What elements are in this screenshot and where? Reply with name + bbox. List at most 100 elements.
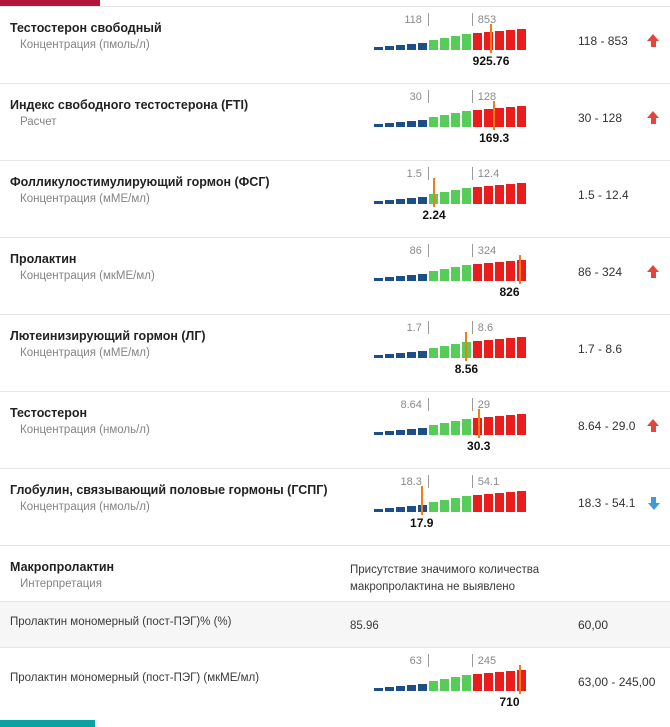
- gauge-bar: [407, 121, 416, 127]
- gauge-labels: 8.64 29: [374, 398, 528, 413]
- gauge-bar: [396, 276, 405, 281]
- interpretation-cell: Присутствие значимого количества макропр…: [350, 546, 550, 601]
- gauge-bar: [506, 671, 515, 691]
- gauge-bar: [429, 348, 438, 358]
- gauge-low-tick: [427, 321, 429, 334]
- gauge-bar: [517, 260, 526, 281]
- gauge-bar: [440, 38, 449, 50]
- reference-range: 30 - 128: [578, 111, 623, 125]
- gauge-bar: [440, 500, 449, 512]
- gauge-bar: [517, 106, 526, 127]
- trend-arrow-icon: [647, 265, 660, 279]
- gauge-bar: [451, 421, 460, 435]
- gauge-bar: [484, 109, 493, 127]
- test-title: Тестостерон свободный: [10, 21, 162, 35]
- gauge-bar: [495, 493, 504, 512]
- gauge-cell: 1.7 8.6 8.56: [350, 315, 550, 391]
- test-subtitle: Расчет: [20, 116, 57, 128]
- gauge-bar: [462, 265, 471, 281]
- gauge-bar: [440, 192, 449, 204]
- gauge-bar: [440, 115, 449, 127]
- gauge-high-label: 8.6: [477, 322, 494, 334]
- gauge-bar: [429, 117, 438, 127]
- gauge-marker: [465, 332, 468, 361]
- gauge-bar: [418, 43, 427, 50]
- reference-cell: 30 - 128: [550, 84, 670, 160]
- test-subtitle: Концентрация (мМЕ/мл): [20, 193, 150, 205]
- gauge-marker: [420, 486, 423, 515]
- gauge-bar: [451, 36, 460, 50]
- range-gauge: 8.64 29 30.3: [374, 398, 528, 453]
- range-gauge: 1.5 12.4 2.24: [374, 167, 528, 222]
- gauge-bar: [385, 687, 394, 691]
- gauge-bar: [484, 263, 493, 281]
- gauge-cell: 30 128 169.3: [350, 84, 550, 160]
- test-title: Пролактин: [10, 252, 77, 266]
- gauge-bar: [418, 197, 427, 204]
- gauge-low-label: 1.5: [406, 168, 422, 180]
- result-row: Макропролактин Интерпретация Присутствие…: [0, 545, 670, 601]
- result-value: 826: [499, 285, 520, 299]
- reference-range: 60,00: [578, 618, 609, 632]
- gauge-bar: [473, 33, 482, 50]
- range-gauge: 30 128 169.3: [374, 90, 528, 145]
- gauge-bar: [462, 111, 471, 127]
- test-title: Лютеинизирующий гормон (ЛГ): [10, 329, 206, 343]
- range-gauge: 118 853 925.76: [374, 13, 528, 68]
- test-info: Пролактин Концентрация (мкМЕ/мл): [8, 238, 350, 314]
- result-row: Пролактин мономерный (пост-ПЭГ) (мкМЕ/мл…: [0, 647, 670, 724]
- result-value: 169.3: [479, 131, 510, 145]
- gauge-bar: [517, 414, 526, 435]
- gauge-bar: [506, 415, 515, 435]
- test-subtitle: Концентрация (нмоль/л): [20, 501, 150, 513]
- gauge-bar: [418, 351, 427, 358]
- gauge-bar: [462, 496, 471, 512]
- range-gauge: 63 245 710: [374, 654, 528, 709]
- range-gauge: 86 324 826: [374, 244, 528, 299]
- gauge-bar: [451, 498, 460, 512]
- result-row: Пролактин мономерный (пост-ПЭГ)% (%) 85.…: [0, 601, 670, 647]
- gauge-marker: [519, 665, 522, 694]
- gauge-low-tick: [427, 654, 429, 667]
- gauge-bar: [517, 183, 526, 204]
- gauge-bar: [440, 423, 449, 435]
- result-value: 17.9: [410, 516, 434, 530]
- gauge-bar: [429, 425, 438, 435]
- gauge-bar: [440, 679, 449, 691]
- gauge-bar: [407, 429, 416, 435]
- gauge-bar: [473, 418, 482, 435]
- test-info: Тестостерон свободный Концентрация (пмол…: [8, 7, 350, 83]
- gauge-value: 169.3: [374, 127, 528, 145]
- gauge-bars: [374, 490, 528, 512]
- gauge-low-label: 18.3: [400, 476, 422, 488]
- gauge-bar: [473, 495, 482, 512]
- gauge-bars: [374, 259, 528, 281]
- gauge-bar: [506, 184, 515, 204]
- gauge-bar: [517, 337, 526, 358]
- gauge-bar: [374, 432, 383, 435]
- test-title: Индекс свободного тестостерона (FTI): [10, 98, 249, 112]
- gauge-marker: [477, 409, 480, 438]
- gauge-bar: [396, 507, 405, 512]
- gauge-low-label: 118: [404, 14, 422, 26]
- test-info: Тестостерон Концентрация (нмоль/л): [8, 392, 350, 468]
- gauge-low-tick: [427, 244, 429, 257]
- reference-cell: 1.7 - 8.6: [550, 315, 670, 391]
- gauge-bar: [517, 29, 526, 50]
- result-value: 2.24: [422, 208, 446, 222]
- gauge-high-tick: [471, 90, 473, 103]
- gauge-low-tick: [427, 398, 429, 411]
- gauge-bar: [484, 32, 493, 50]
- trend-arrow-icon: [647, 111, 660, 125]
- test-title: Пролактин мономерный (пост-ПЭГ) (мкМЕ/мл…: [10, 672, 260, 684]
- gauge-bars: [374, 336, 528, 358]
- gauge-bar: [396, 430, 405, 435]
- gauge-cell: 63 245 710: [350, 648, 550, 724]
- result-row: Фолликулостимулирующий гормон (ФСГ) Конц…: [0, 160, 670, 237]
- gauge-bar: [495, 416, 504, 435]
- test-title: Пролактин мономерный (пост-ПЭГ)% (%): [10, 616, 232, 628]
- gauge-bar: [407, 352, 416, 358]
- reference-range: 18.3 - 54.1: [578, 496, 636, 510]
- trend-arrow-icon: [647, 496, 660, 510]
- gauge-bar: [484, 186, 493, 204]
